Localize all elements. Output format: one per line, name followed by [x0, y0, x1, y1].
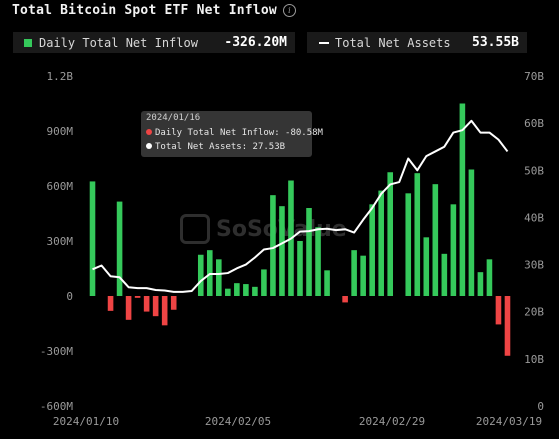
assets-value: 53.55B — [472, 35, 519, 50]
chart-title: Total Bitcoin Spot ETF Net Inflow — [12, 3, 277, 18]
inflow-bar — [495, 296, 502, 325]
inflow-bar — [261, 269, 267, 296]
inflow-bar — [477, 272, 484, 296]
right-axis-tick-label: 0 — [537, 400, 544, 413]
net-assets-line — [92, 119, 509, 293]
tooltip-date: 2024/01/16 — [146, 113, 201, 123]
x-axis-tick-label: 2024/01/10 — [53, 415, 119, 428]
tooltip-assets-row: Total Net Assets: 27.53B — [146, 142, 285, 152]
tooltip-inflow-row: Daily Total Net Inflow: -80.58M — [146, 128, 323, 138]
tooltip-assets-text: Total Net Assets: 27.53B — [155, 142, 286, 152]
inflow-bar — [378, 190, 384, 296]
inflow-bar — [342, 296, 348, 303]
inflow-bar — [351, 250, 357, 296]
inflow-bar — [324, 270, 330, 296]
inflow-bar — [315, 227, 321, 296]
inflow-bar — [297, 241, 303, 296]
inflow-bar — [459, 103, 466, 296]
left-axis-tick-label: -300M — [40, 345, 73, 358]
legend-assets[interactable]: Total Net Assets 53.55B — [307, 32, 527, 53]
inflow-bar — [197, 254, 204, 296]
right-axis-tick-label: 70B — [524, 70, 544, 83]
left-axis-tick-label: -600M — [40, 400, 73, 413]
left-axis-tick-label: 900M — [47, 125, 74, 138]
inflow-value: -326.20M — [224, 35, 287, 50]
inflow-bar — [143, 296, 150, 312]
right-axis-tick-label: 30B — [524, 259, 544, 272]
inflow-bar — [107, 296, 114, 311]
inflow-bar — [152, 296, 159, 317]
inflow-bar — [405, 193, 412, 296]
inflow-bar — [225, 288, 231, 296]
inflow-bar — [216, 259, 222, 296]
tooltip-inflow-dot — [146, 129, 152, 135]
inflow-bar — [125, 296, 132, 320]
x-axis-tick-label: 2024/03/19 — [476, 415, 542, 428]
inflow-bar — [423, 237, 430, 296]
inflow-bar — [270, 195, 276, 296]
right-axis-tick-label: 50B — [524, 164, 544, 177]
inflow-bar — [360, 255, 366, 296]
left-axis-tick-label: 0 — [66, 290, 73, 303]
legend-inflow[interactable]: Daily Total Net Inflow -326.20M — [13, 32, 295, 53]
inflow-bar — [414, 173, 421, 296]
right-axis-tick-label: 10B — [524, 353, 544, 366]
left-axis-tick-label: 300M — [47, 235, 74, 248]
chart-canvas[interactable]: -600M -300M 0 300M 600M 900M 1.2B 0 10B 20B 30B 40B… — [0, 60, 559, 439]
inflow-bar — [161, 296, 168, 326]
inflow-bar — [134, 296, 141, 298]
inflow-bar — [252, 286, 258, 296]
left-axis-tick-label: 1.2B — [47, 70, 74, 83]
info-icon[interactable]: i — [282, 4, 296, 17]
inflow-swatch — [24, 38, 32, 47]
tooltip-inflow-text: Daily Total Net Inflow: -80.58M — [155, 128, 323, 138]
tooltip-assets-dot — [146, 143, 152, 149]
right-axis-tick-label: 20B — [524, 306, 544, 319]
right-axis-tick-label: 40B — [524, 211, 544, 224]
inflow-bar — [234, 283, 240, 296]
inflow-label: Daily Total Net Inflow — [39, 35, 198, 50]
inflow-bar — [306, 208, 312, 296]
inflow-bar — [441, 253, 448, 296]
tooltip: 2024/01/16 Daily Total Net Inflow: -80.5… — [141, 111, 323, 157]
left-axis-tick-label: 600M — [47, 180, 74, 193]
inflow-bar — [450, 204, 457, 296]
watermark-logo-icon — [180, 214, 210, 244]
x-axis-tick-label: 2024/02/05 — [205, 415, 271, 428]
right-axis-tick-label: 60B — [524, 117, 544, 130]
assets-swatch — [319, 41, 329, 44]
inflow-bar — [116, 201, 123, 296]
inflow-bar — [387, 172, 394, 296]
inflow-bar — [486, 259, 493, 296]
inflow-bar — [243, 284, 249, 296]
inflow-bar — [369, 204, 375, 296]
assets-label: Total Net Assets — [335, 35, 451, 50]
inflow-bar — [170, 296, 177, 310]
inflow-bar — [279, 206, 285, 296]
title-row: Total Bitcoin Spot ETF Net Inflow i — [12, 3, 296, 18]
inflow-bar — [89, 181, 96, 296]
inflow-bar — [504, 296, 511, 356]
inflow-bar — [432, 184, 439, 296]
x-axis-tick-label: 2024/02/29 — [359, 415, 425, 428]
inflow-bar — [468, 169, 475, 296]
